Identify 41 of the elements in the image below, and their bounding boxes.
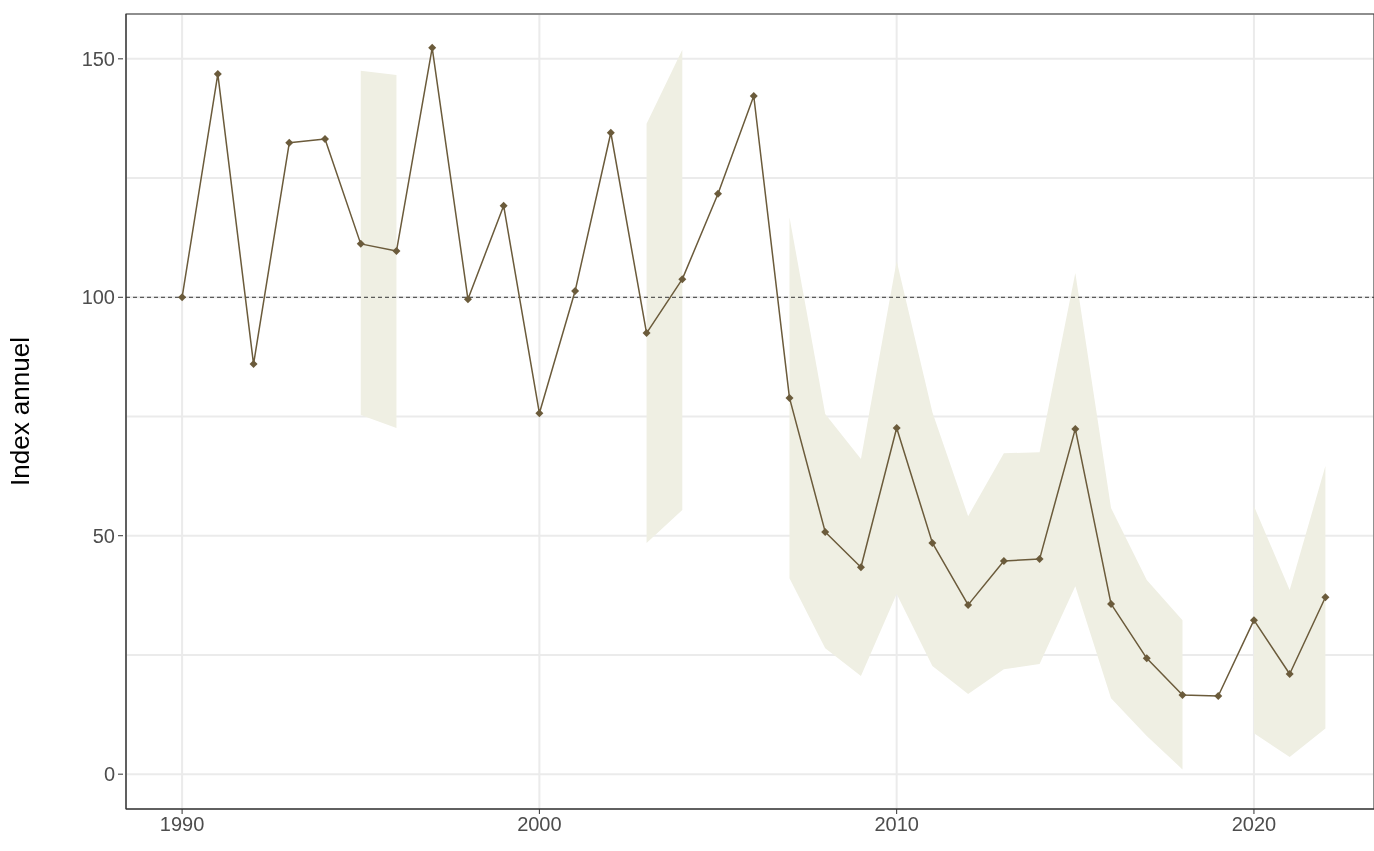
point	[1035, 555, 1044, 564]
y-tick-label: 50	[92, 524, 115, 547]
point	[249, 360, 258, 369]
point	[1071, 424, 1080, 433]
point	[1285, 670, 1294, 679]
point	[1142, 654, 1151, 663]
point	[463, 295, 472, 304]
point	[499, 201, 508, 210]
point	[785, 393, 794, 402]
point	[535, 409, 544, 418]
x-tick-label: 2020	[1231, 813, 1277, 835]
x-tick-label: 1990	[159, 813, 205, 835]
point	[749, 92, 758, 101]
point	[428, 43, 437, 52]
point	[392, 247, 401, 256]
x-tick-label: 2010	[874, 813, 919, 835]
point	[1321, 593, 1330, 602]
point	[856, 563, 865, 572]
y-tick-label: 150	[81, 47, 115, 70]
point	[892, 423, 901, 432]
point	[642, 329, 651, 338]
y-tick-label: 100	[81, 286, 115, 309]
x-tick-label: 2000	[517, 813, 562, 835]
y-axis-title: Index annuel	[5, 337, 36, 486]
point	[928, 538, 937, 547]
point	[821, 527, 830, 536]
point	[178, 293, 187, 302]
point	[964, 600, 973, 609]
point	[321, 134, 330, 143]
point	[571, 287, 580, 296]
point	[678, 275, 687, 284]
point	[356, 239, 365, 248]
point	[1107, 599, 1116, 608]
point	[1214, 691, 1223, 700]
point	[1178, 691, 1187, 700]
point	[285, 138, 294, 147]
point	[606, 128, 615, 137]
point	[1249, 616, 1258, 625]
y-tick-label: 0	[103, 763, 115, 786]
point	[999, 557, 1008, 566]
point	[714, 189, 723, 198]
